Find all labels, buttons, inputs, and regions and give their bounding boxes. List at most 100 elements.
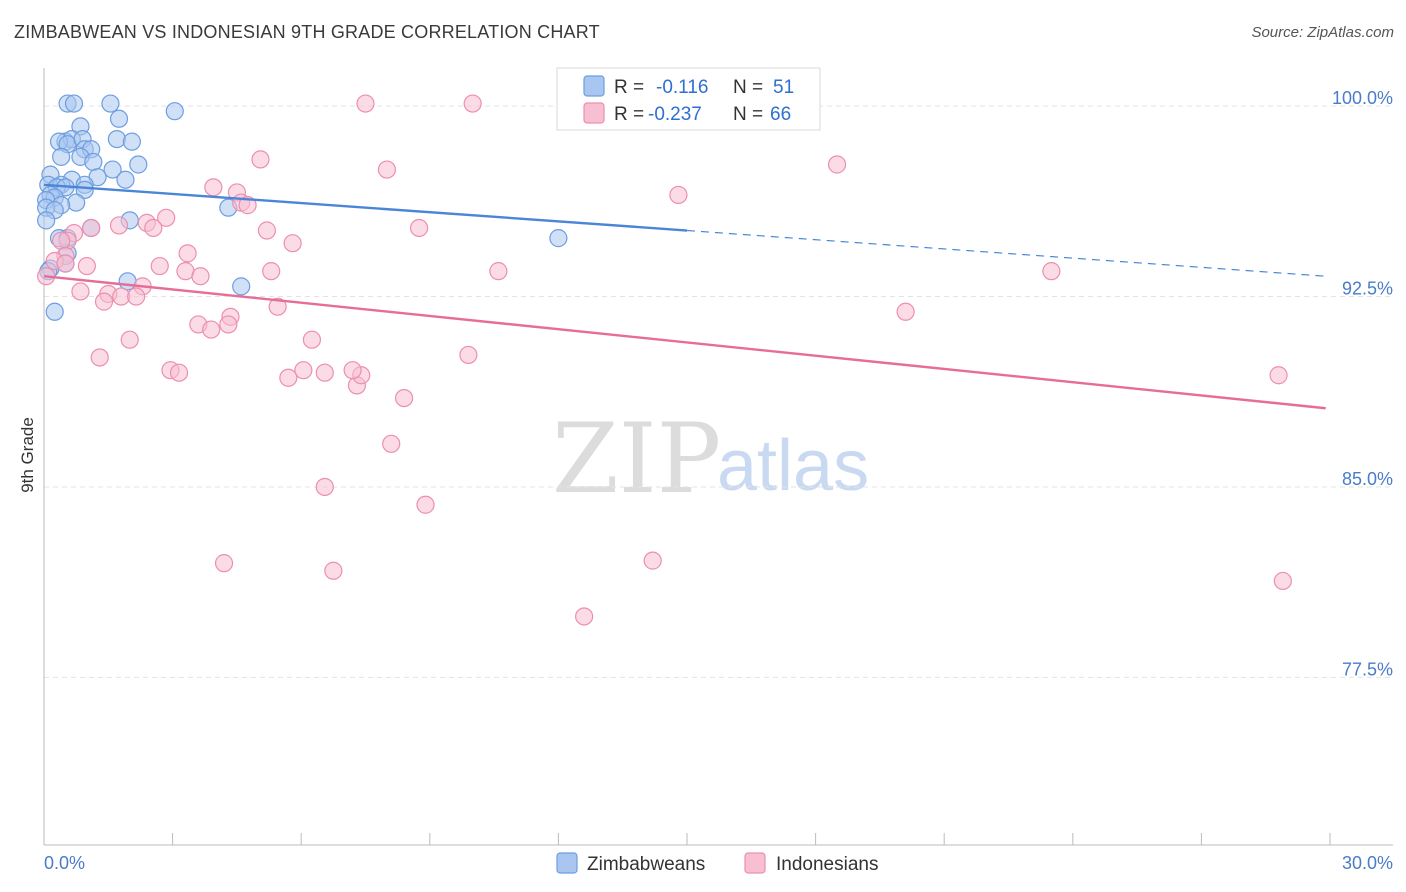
x-tick-label-max: 30.0%: [1342, 853, 1393, 873]
point-indonesians: [343, 361, 362, 380]
stats-legend-r-zimbabweans: -0.116: [656, 77, 708, 98]
point-indonesians: [214, 554, 234, 573]
point-indonesians: [463, 94, 482, 113]
point-indonesians: [279, 368, 298, 387]
series-legend-swatch-indonesians: [744, 852, 766, 874]
point-indonesians: [202, 320, 221, 339]
point-indonesians: [315, 477, 334, 497]
stats-legend-n-label: N =: [733, 77, 763, 98]
point-zimbabweans: [67, 193, 86, 212]
point-indonesians: [643, 551, 662, 570]
point-zimbabweans: [84, 152, 103, 172]
series-legend-label-zimbabweans: Zimbabweans: [587, 854, 705, 875]
point-indonesians: [896, 302, 915, 321]
point-indonesians: [127, 287, 146, 306]
y-tick-label: 77.5%: [1342, 659, 1393, 679]
point-indonesians: [94, 292, 114, 311]
stats-legend-n-label: N =: [733, 104, 763, 125]
point-indonesians: [238, 196, 257, 215]
point-indonesians: [575, 607, 594, 626]
point-indonesians: [669, 185, 688, 205]
series-legend-swatch-zimbabweans: [556, 852, 578, 874]
stats-legend: R = -0.116 N = 51 R = -0.237 N = 66: [556, 67, 821, 131]
point-zimbabweans: [107, 129, 126, 149]
y-tick-label: 100.0%: [1332, 88, 1393, 108]
point-indonesians: [262, 262, 281, 281]
point-indonesians: [251, 150, 270, 169]
point-zimbabweans: [103, 160, 122, 179]
source-credit: Source: ZipAtlas.com: [1251, 24, 1394, 41]
point-indonesians: [257, 221, 277, 240]
point-indonesians: [268, 297, 287, 316]
point-indonesians: [416, 495, 435, 514]
stats-legend-r-label: R =: [614, 77, 644, 98]
point-zimbabweans: [109, 109, 129, 128]
x-tick-label-min: 0.0%: [44, 853, 85, 873]
point-indonesians: [283, 234, 302, 253]
point-indonesians: [71, 282, 90, 301]
point-indonesians: [150, 256, 169, 276]
point-indonesians: [52, 231, 71, 250]
trend-line-indonesians: [43, 275, 1326, 410]
trend-lines: [43, 183, 1326, 410]
point-indonesians: [1273, 571, 1292, 591]
gridlines: [44, 105, 1393, 678]
y-axis-tick-labels: 100.0% 92.5% 85.0% 77.5%: [1332, 88, 1393, 679]
point-indonesians: [120, 330, 139, 349]
point-indonesians: [1269, 366, 1288, 385]
point-indonesians: [90, 348, 109, 367]
point-zimbabweans: [45, 302, 64, 321]
data-points: [37, 94, 1292, 626]
chart-title: ZIMBABWEAN VS INDONESIAN 9TH GRADE CORRE…: [14, 22, 600, 42]
point-zimbabweans: [101, 94, 120, 113]
point-indonesians: [489, 262, 508, 281]
point-zimbabweans: [64, 94, 84, 113]
y-axis-label: 9th Grade: [18, 417, 37, 493]
point-indonesians: [377, 160, 397, 179]
point-zimbabweans: [122, 132, 141, 151]
point-zimbabweans: [52, 147, 71, 166]
point-indonesians: [382, 434, 401, 453]
stats-legend-swatch-zimbabweans: [583, 75, 605, 97]
x-axis-ticks: [172, 833, 1331, 845]
point-zimbabweans: [116, 170, 135, 189]
point-indonesians: [315, 363, 334, 382]
point-indonesians: [459, 345, 478, 365]
y-tick-label: 92.5%: [1342, 279, 1393, 299]
watermark-zip: ZIP: [552, 403, 721, 515]
point-zimbabweans: [232, 277, 251, 296]
trend-line-zimbabweans-extension: [686, 229, 1326, 277]
stats-legend-n-zimbabweans: 51: [773, 77, 794, 98]
watermark-atlas: atlas: [717, 426, 869, 506]
stats-legend-r-indonesians: -0.237: [648, 104, 702, 125]
trend-line-zimbabweans: [43, 183, 688, 232]
stats-legend-n-indonesians: 66: [770, 104, 791, 125]
point-zimbabweans: [75, 180, 94, 199]
point-indonesians: [827, 155, 847, 174]
point-indonesians: [157, 208, 176, 227]
point-indonesians: [302, 330, 322, 349]
point-indonesians: [77, 256, 96, 276]
point-indonesians: [324, 561, 343, 580]
point-indonesians: [294, 361, 313, 380]
point-indonesians: [204, 178, 223, 197]
point-indonesians: [56, 254, 75, 273]
point-indonesians: [82, 218, 101, 238]
y-tick-label: 85.0%: [1342, 469, 1393, 489]
series-legend: Zimbabweans Indonesians: [556, 852, 878, 875]
point-indonesians: [191, 267, 210, 286]
point-indonesians: [109, 216, 129, 235]
stats-legend-r-label: R =: [614, 104, 644, 125]
point-indonesians: [356, 94, 375, 113]
point-indonesians: [144, 218, 163, 238]
point-zimbabweans: [37, 211, 56, 230]
point-indonesians: [1042, 262, 1061, 281]
stats-legend-swatch-indonesians: [583, 102, 605, 124]
point-indonesians: [409, 218, 429, 238]
point-indonesians: [219, 315, 238, 334]
point-indonesians: [178, 244, 197, 263]
point-zimbabweans: [549, 229, 568, 248]
series-legend-label-indonesians: Indonesians: [776, 854, 878, 875]
point-indonesians: [169, 363, 189, 382]
